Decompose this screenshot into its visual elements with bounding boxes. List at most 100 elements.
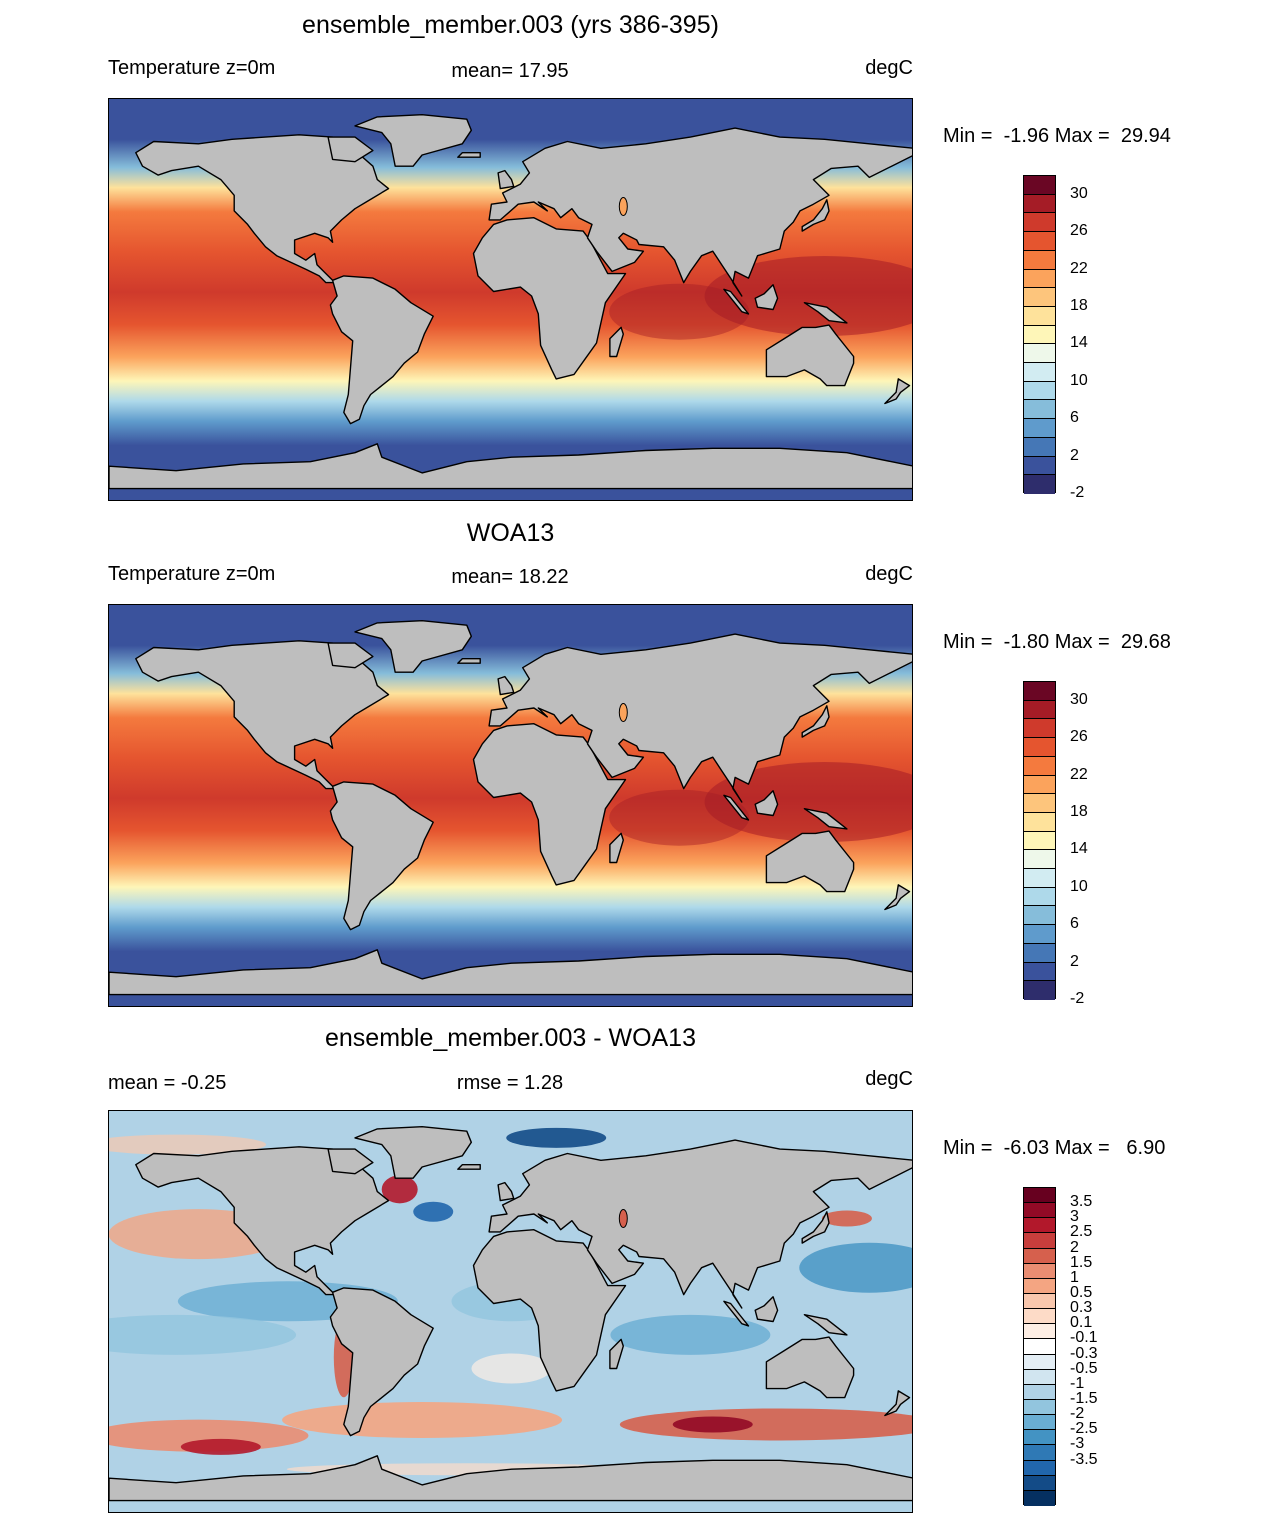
colorbar-tick-label: -2	[1070, 484, 1085, 501]
anomaly-region	[506, 1127, 607, 1148]
anomaly-region	[471, 1353, 552, 1384]
colorbar-swatch	[1024, 306, 1055, 326]
landmass-south-america	[329, 1287, 434, 1437]
warm-pool	[704, 256, 912, 337]
colorbar-swatch	[1024, 756, 1055, 776]
landmass-greenland	[354, 114, 472, 167]
colorbar-swatch	[1024, 831, 1055, 851]
landmass-baffin	[327, 642, 374, 669]
map-canvas	[109, 1111, 912, 1512]
colorbar-tick-label: 6	[1070, 915, 1079, 933]
colorbar-tick-label: 2.5	[1070, 1223, 1093, 1241]
colorbar-swatch	[1024, 400, 1055, 420]
colorbar-tick-label: 18	[1070, 296, 1088, 314]
landmass-sumatra	[723, 1300, 750, 1327]
caspian-sea	[618, 702, 628, 722]
colorbar-tick-label: 26	[1070, 222, 1088, 240]
anomaly-region	[672, 1416, 753, 1433]
colorbar-swatch	[1024, 1460, 1055, 1476]
anomaly-region	[180, 1438, 261, 1455]
colorbar	[1023, 175, 1056, 494]
landmass-sumatra	[723, 794, 750, 821]
colorbar-swatch	[1024, 719, 1055, 739]
colorbar-swatch	[1024, 1309, 1055, 1325]
caspian-sea	[618, 196, 628, 216]
colorbar-swatch	[1024, 1445, 1055, 1461]
anomaly-region	[610, 1314, 771, 1355]
landmass-indonesia-borneo	[754, 790, 779, 817]
colorbar-swatch	[1024, 1384, 1055, 1400]
colorbar	[1023, 681, 1056, 1000]
colorbar-swatch	[1024, 1339, 1055, 1355]
landmass-australia	[765, 1336, 855, 1399]
landmass-australia	[765, 324, 855, 387]
min-max-label: Min = -6.03 Max = 6.90	[943, 1137, 1166, 1159]
landmass-south-america	[329, 781, 434, 931]
landmass-madagascar	[609, 832, 624, 864]
mean-label: mean= 17.95	[451, 60, 569, 82]
colorbar-swatch	[1024, 775, 1055, 795]
landmass-australia	[765, 830, 855, 893]
landmass-greenland	[354, 1126, 472, 1179]
landmass-iceland	[457, 152, 481, 158]
colorbar-tick-label: 2	[1070, 1238, 1079, 1256]
panel-title: WOA13	[466, 519, 555, 547]
sst-map-model	[108, 98, 913, 501]
colorbar-tick-label: 10	[1070, 371, 1088, 389]
colorbar-tick-label: -3.5	[1070, 1450, 1098, 1468]
colorbar-tick-label: -1.5	[1070, 1390, 1098, 1407]
colorbar-swatch	[1024, 1354, 1055, 1370]
variable-label: Temperature z=0m	[108, 57, 276, 79]
landmass-japan	[801, 199, 830, 232]
warm-pool	[609, 789, 750, 846]
colorbar-swatch	[1024, 925, 1055, 944]
landmass-baffin	[327, 136, 374, 163]
colorbar-swatch	[1024, 213, 1055, 233]
landmass-antarctica	[109, 443, 912, 490]
colorbar-tick-label: 30	[1070, 690, 1088, 708]
colorbar-tick-label: -3	[1070, 1435, 1085, 1453]
colorbar-tick-label: 2	[1070, 952, 1079, 970]
rmse-label: rmse = 1.28	[456, 1072, 564, 1094]
sst-map-woa13	[108, 604, 913, 1007]
colorbar-swatch	[1024, 1293, 1055, 1310]
landmass-britain	[497, 169, 515, 190]
colorbar-swatch	[1024, 943, 1055, 963]
colorbar-tick-label: 3.5	[1070, 1193, 1093, 1211]
warm-pool	[609, 283, 750, 340]
landmass-japan	[801, 1211, 830, 1244]
colorbar-swatch	[1024, 1263, 1055, 1279]
colorbar-swatch	[1024, 700, 1055, 720]
landmass-antarctica	[109, 1455, 912, 1502]
colorbar-swatch	[1024, 344, 1055, 364]
colorbar	[1023, 1187, 1056, 1506]
landmass-new-guinea	[803, 1314, 848, 1336]
colorbar-swatch	[1024, 1324, 1055, 1340]
colorbar-tick-label: 14	[1070, 334, 1088, 352]
colorbar-swatch	[1024, 475, 1055, 494]
colorbar-tick-label: 6	[1070, 409, 1079, 427]
landmass-africa	[472, 217, 627, 380]
colorbar-tick-label: 26	[1070, 728, 1088, 746]
colorbar-swatch	[1024, 906, 1055, 926]
colorbar-tick-label: 0.1	[1070, 1314, 1093, 1332]
colorbar-swatch	[1024, 962, 1055, 982]
colorbar-swatch	[1024, 1188, 1055, 1204]
landmass-new-zealand	[884, 378, 911, 405]
colorbar-swatch	[1024, 1430, 1055, 1446]
colorbar-tick-label: 0.3	[1070, 1299, 1093, 1317]
landmass-iceland	[457, 1164, 481, 1170]
colorbar-swatch	[1024, 1203, 1055, 1219]
colorbar-tick-label: -2.5	[1070, 1420, 1098, 1438]
colorbar-tick-label: -0.5	[1070, 1359, 1098, 1377]
landmass-eurasia	[488, 1139, 912, 1309]
landmass-north-america	[135, 1146, 390, 1296]
mean-label: mean= 18.22	[451, 566, 569, 588]
landmass-eurasia	[488, 127, 912, 297]
colorbar-swatch	[1024, 363, 1055, 382]
landmass-baffin	[327, 1148, 374, 1175]
anomaly-region	[381, 1175, 418, 1204]
landmass-sumatra	[723, 288, 750, 315]
min-max-label: Min = -1.80 Max = 29.68	[943, 631, 1171, 653]
colorbar-swatch	[1024, 1369, 1055, 1385]
